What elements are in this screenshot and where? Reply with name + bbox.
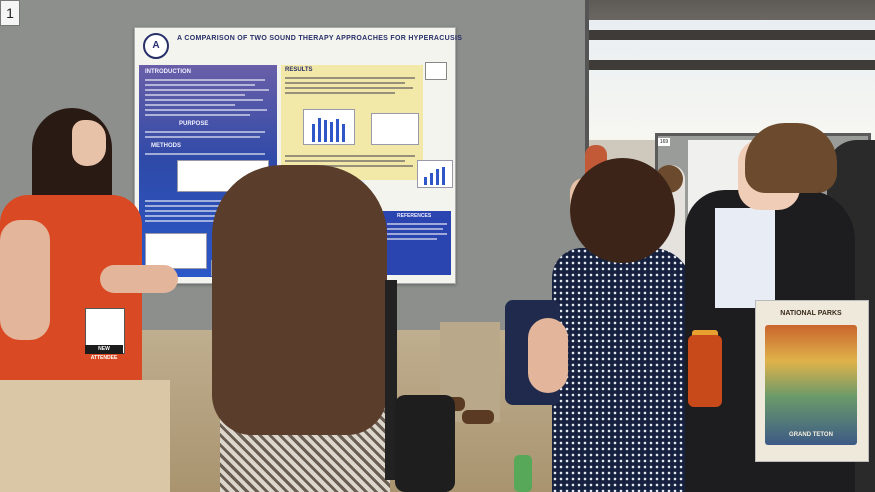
poster-bar-chart-small [417, 160, 453, 188]
tote-bag-text-bottom: GRAND TETON [789, 432, 833, 438]
university-logo: A [143, 33, 169, 59]
listener-arm [528, 318, 568, 393]
secondary-logo [425, 62, 447, 80]
listener-curly-hair [570, 158, 675, 263]
board-number: 1 [0, 0, 20, 26]
poster-figure-table [145, 233, 207, 269]
poster-bar-chart [303, 109, 355, 145]
poster-results-panel: RESULTS [281, 65, 423, 180]
background-board-number: 169 [658, 138, 670, 146]
windows [560, 20, 875, 140]
poster-section-results: RESULTS [285, 67, 313, 73]
shoe [462, 410, 494, 424]
black-bag [395, 395, 455, 492]
ceiling-beam [560, 60, 875, 70]
orange-tumbler [688, 335, 722, 407]
ceiling-beam [560, 30, 875, 40]
presenter-face [72, 120, 106, 166]
poster-section-introduction: INTRODUCTION [145, 69, 191, 75]
tote-bag-text: NATIONAL PARKS [780, 310, 842, 317]
poster-section-references: REFERENCES [397, 213, 432, 219]
listener-hair-bun [745, 123, 837, 193]
name-badge-footer: NEW ATTENDEE [85, 345, 123, 361]
poster-title: A COMPARISON OF TWO SOUND THERAPY APPROA… [177, 35, 463, 42]
presenter-pants [0, 380, 170, 492]
poster-section-methods: METHODS [151, 143, 181, 149]
listener-long-hair [212, 165, 387, 435]
poster-data-table [371, 113, 419, 145]
tote-bag-artwork [765, 325, 857, 445]
listener-polka-dot-dress [552, 248, 692, 492]
bag-strap [385, 280, 397, 480]
poster-section-purpose: PURPOSE [179, 121, 209, 127]
water-bottle [514, 455, 532, 492]
presenter-hands [100, 265, 178, 293]
poster-references-panel: REFERENCES [383, 211, 451, 275]
listener-shirt [715, 208, 775, 308]
presenter-arm [0, 220, 50, 340]
